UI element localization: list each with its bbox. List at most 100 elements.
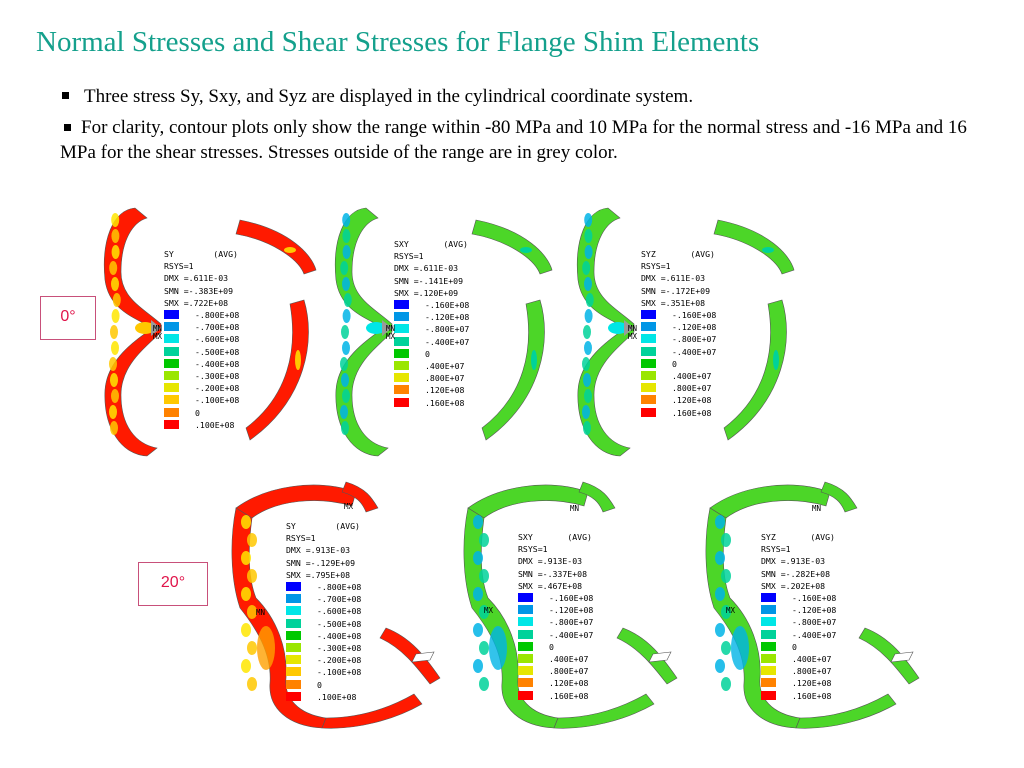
legend-level-label: -.120E+08 (792, 605, 837, 616)
legend-swatch (286, 582, 301, 592)
contour-patch (111, 245, 120, 259)
legend-level-row: -.120E+08 (641, 321, 716, 333)
contour-patch (715, 623, 725, 637)
legend-swatch (394, 312, 409, 322)
contour-patch (479, 569, 489, 583)
contour-patch (584, 213, 593, 227)
legend-level-label: -.700E+08 (195, 322, 240, 333)
legend-smn: SMN =-.141E+09 (394, 275, 464, 286)
contour-patch (582, 357, 590, 371)
contour-patch (489, 626, 507, 670)
legend-level-row: .100E+08 (286, 691, 361, 703)
legend-dmx: DMX =.913E-03 (286, 545, 351, 556)
contour-patch (473, 515, 483, 529)
contour-patch (342, 229, 351, 243)
contour-patch (721, 677, 731, 691)
contour-plot-sxy-20deg: SXY (AVG) RSYS=1 DMX =.913E-03 SMN =-.337E+… (458, 478, 693, 730)
legend-level-label: -.600E+08 (317, 606, 362, 617)
contour-patch (762, 247, 774, 253)
bullet-square-icon (62, 92, 69, 99)
legend-level-row: -.400E+08 (164, 358, 239, 370)
contour-legend: SXY (AVG) RSYS=1 DMX =.913E-03 SMN =-.337E+… (518, 531, 593, 702)
marker-label: MN (256, 608, 266, 617)
legend-swatch (761, 641, 776, 651)
shim-right-arc-bottom (723, 299, 787, 441)
contour-patch (109, 261, 118, 275)
contour-patch (366, 322, 386, 334)
contour-patch (340, 357, 348, 371)
legend-rsys: RSYS=1 (164, 261, 194, 272)
contour-patch (343, 293, 352, 307)
contour-patch (341, 373, 349, 387)
angle-label-20: 20° (138, 562, 208, 606)
legend-stress-title: SYZ (AVG) (641, 248, 716, 260)
legend-swatch (164, 370, 179, 380)
contour-patch (112, 293, 121, 307)
legend-swatch (286, 606, 301, 616)
legend-level-row: .400E+07 (641, 370, 716, 382)
contour-patch (247, 605, 257, 619)
contour-patch (342, 277, 350, 291)
legend-level-row: .120E+08 (761, 677, 836, 689)
legend-swatch (394, 385, 409, 395)
legend-level-row: -.100E+08 (286, 666, 361, 678)
legend-level-row: .160E+08 (641, 407, 716, 419)
legend-level-label: .800E+07 (792, 666, 832, 677)
legend-swatch (641, 310, 656, 320)
legend-level-row: -.500E+08 (164, 346, 239, 358)
legend-rsys: RSYS=1 (518, 544, 548, 555)
legend-swatch (518, 617, 533, 627)
legend-swatch (286, 679, 301, 689)
legend-level-row: -.300E+08 (164, 370, 239, 382)
contour-patch (295, 350, 301, 370)
contour-plot-syz-20deg: SYZ (AVG) RSYS=1 DMX =.913E-03 SMN =-.282E+… (700, 478, 935, 730)
marker-label: MN (812, 504, 822, 513)
legend-level-label: 0 (425, 348, 430, 359)
shim-gap (890, 651, 914, 663)
legend-level-row: -.800E+07 (641, 333, 716, 345)
shim-bottom-arc (321, 693, 423, 729)
legend-level-row: -.500E+08 (286, 618, 361, 630)
legend-level-label: -.160E+08 (549, 593, 594, 604)
bullet-square-icon (64, 124, 71, 131)
avg-label: (AVG) (443, 239, 468, 249)
legend-level-row: .400E+07 (761, 653, 836, 665)
legend-level-row: -.120E+08 (518, 604, 593, 616)
marker-label: MX (628, 332, 638, 341)
legend-swatch (761, 653, 776, 663)
legend-stress-title: SYZ (AVG) (761, 531, 836, 543)
stress-name: SXY (518, 532, 533, 542)
contour-legend: SYZ (AVG) RSYS=1 DMX =.611E-03 SMN =-.172E+… (641, 248, 716, 419)
contour-patch (257, 626, 275, 670)
shim-geometry (463, 481, 678, 729)
legend-smn: SMN =-.282E+08 (761, 568, 831, 579)
contour-patch (584, 341, 592, 355)
contour-patch (582, 405, 590, 419)
legend-swatch (164, 383, 179, 393)
avg-label: (AVG) (690, 249, 715, 259)
stress-name: SY (286, 521, 296, 531)
legend-level-label: -.160E+08 (425, 300, 470, 311)
legend-level-label: -.600E+08 (195, 334, 240, 345)
legend-level-label: -.100E+08 (317, 667, 362, 678)
contour-patch (773, 350, 779, 370)
contour-patch (473, 587, 483, 601)
contour-patch (341, 325, 349, 339)
contour-patch (342, 309, 351, 323)
legend-level-row: -.400E+07 (641, 346, 716, 358)
legend-swatch (641, 322, 656, 332)
legend-level-row: -.160E+08 (394, 299, 469, 311)
legend-swatch (518, 605, 533, 615)
legend-level-label: -.300E+08 (195, 370, 240, 381)
contour-patch (342, 245, 351, 259)
contour-patch (473, 551, 483, 565)
legend-swatch (286, 618, 301, 628)
contour-patch (583, 325, 591, 339)
legend-level-row: -.160E+08 (641, 309, 716, 321)
contour-patch (241, 551, 251, 565)
contour-patch (110, 373, 118, 387)
angle-label-0: 0° (40, 296, 96, 340)
contour-patch (531, 350, 537, 370)
legend-level-row: 0 (518, 641, 593, 653)
legend-level-row: .120E+08 (394, 384, 469, 396)
